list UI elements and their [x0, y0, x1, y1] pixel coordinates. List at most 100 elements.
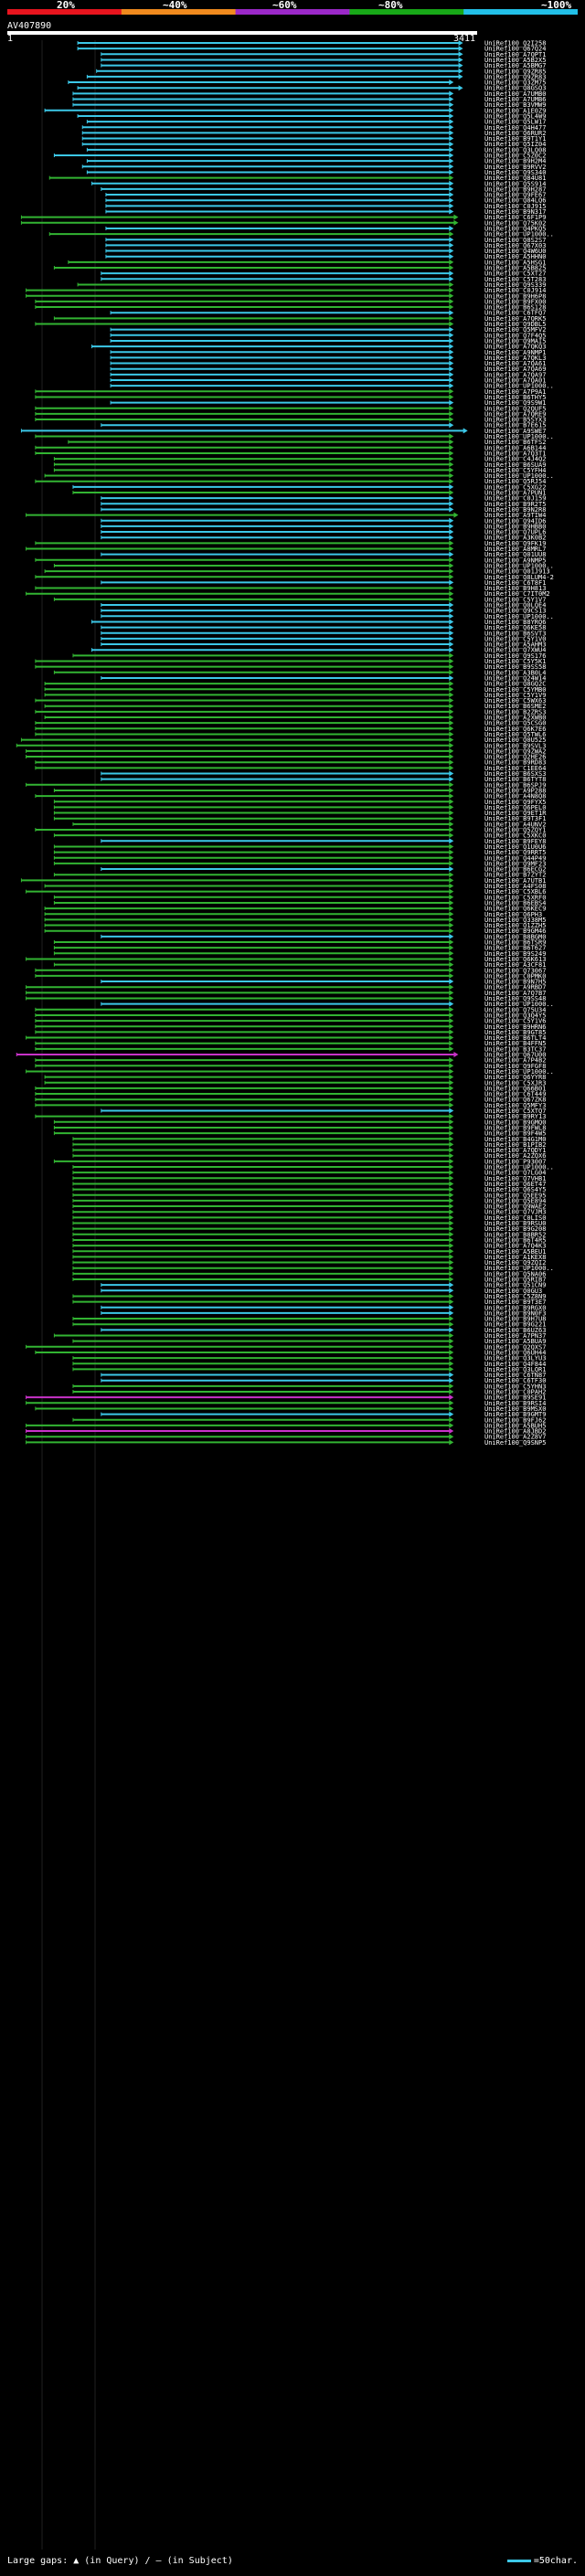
- hit-row[interactable]: UniRef100_Q9SNP5: [26, 1439, 547, 1447]
- hit-row[interactable]: UniRef100_Q5MFV2: [110, 326, 546, 334]
- hit-row[interactable]: UniRef100_UP1000..: [110, 383, 554, 390]
- hit-label[interactable]: UniRef100_A7QKL3: [484, 355, 546, 362]
- hit-row[interactable]: UniRef100_A7P4B2: [35, 1057, 547, 1065]
- hit-row[interactable]: UniRef100_B9H2M4: [86, 158, 546, 165]
- hit-row[interactable]: UniRef100_B9HBB0: [101, 523, 547, 530]
- hit-label[interactable]: UniRef100_B9T3F1: [484, 815, 546, 822]
- hit-row[interactable]: UniRef100_C5YHN3: [72, 1383, 546, 1390]
- hit-label[interactable]: UniRef100_C0PAH2: [484, 1389, 546, 1396]
- hit-row[interactable]: UniRef100_Q5L4W9: [77, 112, 546, 120]
- hit-label[interactable]: UniRef100_A5AHM3: [484, 641, 546, 649]
- hit-label[interactable]: UniRef100_A3CF81: [484, 961, 546, 969]
- hit-label[interactable]: UniRef100_B9FX00: [484, 298, 546, 305]
- hit-label[interactable]: UniRef100_UP1000..: [484, 472, 554, 480]
- hit-row[interactable]: UniRef100_B6TLT4: [26, 1034, 547, 1042]
- hit-label[interactable]: UniRef100_A7QRK5: [484, 315, 546, 323]
- hit-row[interactable]: UniRef100_A5BEU1: [72, 1248, 546, 1256]
- hit-row[interactable]: UniRef100_Q5TWL6: [35, 731, 547, 738]
- hit-row[interactable]: UniRef100_A5BMG7: [101, 62, 547, 69]
- hit-row[interactable]: UniRef100_A7Q4K3: [72, 1243, 546, 1250]
- hit-row[interactable]: UniRef100_C5XRF0: [53, 894, 546, 901]
- hit-label[interactable]: UniRef100_Q5MFV2: [484, 326, 546, 334]
- hit-row[interactable]: UniRef100_B9SE91: [26, 1394, 547, 1402]
- hit-row[interactable]: UniRef100_B9SS58: [35, 663, 547, 671]
- hit-row[interactable]: UniRef100_Q6YYR8: [44, 1074, 546, 1081]
- hit-row[interactable]: UniRef100_Q9MF23: [53, 860, 546, 867]
- hit-label[interactable]: UniRef100_B9N2R8: [484, 506, 546, 514]
- hit-label[interactable]: UniRef100_Q7XWU4: [484, 647, 546, 654]
- hit-label[interactable]: UniRef100_Q5CSG0: [484, 720, 546, 727]
- hit-label[interactable]: UniRef100_Q6S4Y5: [484, 1186, 546, 1193]
- hit-label[interactable]: UniRef100_Q338M5: [484, 917, 546, 924]
- hit-label[interactable]: UniRef100_Q9FGF8: [484, 1063, 546, 1070]
- hit-row[interactable]: UniRef100_A3K0B2: [101, 535, 547, 542]
- hit-row[interactable]: UniRef100_UP1000..: [44, 472, 554, 480]
- hit-row[interactable]: UniRef100_Q3ZM75: [68, 80, 547, 87]
- hit-label[interactable]: UniRef100_UP1000..: [484, 1265, 554, 1272]
- hit-label[interactable]: UniRef100_A7Q3T1: [484, 450, 546, 457]
- hit-row[interactable]: UniRef100_C5YFH4: [53, 467, 546, 474]
- hit-label[interactable]: UniRef100_Q6K613: [484, 956, 546, 963]
- hit-row[interactable]: UniRef100_B3TC37: [35, 1045, 547, 1053]
- hit-label[interactable]: UniRef100_C5Y1V9: [484, 692, 546, 699]
- hit-label[interactable]: UniRef100_B9MSX0: [484, 1405, 546, 1413]
- hit-label[interactable]: UniRef100_Q3ZM75: [484, 80, 546, 87]
- hit-row[interactable]: UniRef100_A7P9A1: [35, 388, 547, 396]
- hit-label[interactable]: UniRef100_Q6KEC9: [484, 906, 546, 913]
- hit-label[interactable]: UniRef100_Q8S2S7: [484, 237, 546, 244]
- hit-label[interactable]: UniRef100_Q8LUM4-2: [484, 574, 554, 581]
- hit-row[interactable]: UniRef100_Q9ET1R: [53, 810, 547, 817]
- hit-row[interactable]: UniRef100_B4G1M0: [72, 1136, 546, 1143]
- hit-label[interactable]: UniRef100_A7Q7B7: [484, 990, 546, 997]
- hit-label[interactable]: UniRef100_UP1000..: [484, 613, 554, 620]
- hit-row[interactable]: UniRef100_A7QKL3: [110, 355, 546, 362]
- hit-row[interactable]: UniRef100_Q67ZK8: [35, 1097, 547, 1104]
- hit-row[interactable]: UniRef100_Q8GSQ3: [77, 85, 546, 92]
- hit-row[interactable]: UniRef100_Q1U0U6: [53, 843, 546, 851]
- hit-label[interactable]: UniRef100_A7P9A1: [484, 388, 546, 396]
- hit-row[interactable]: UniRef100_B6T627: [53, 945, 546, 952]
- hit-row[interactable]: UniRef100_B6UZ63: [101, 1327, 547, 1334]
- hit-label[interactable]: UniRef100_A5HSG1: [484, 259, 546, 266]
- hit-row[interactable]: UniRef100_A7QKQ3: [91, 344, 547, 351]
- hit-label[interactable]: UniRef100_Q6K7E6: [484, 726, 546, 733]
- hit-row[interactable]: UniRef100_Q73067: [35, 967, 547, 974]
- hit-row[interactable]: UniRef100_Q7VHB1: [72, 1175, 546, 1182]
- hit-row[interactable]: UniRef100_B9FWL8: [53, 1124, 546, 1131]
- hit-label[interactable]: UniRef100_C5Z0C2: [484, 153, 546, 160]
- hit-row[interactable]: UniRef100_Q9WAE2: [72, 1203, 546, 1211]
- hit-label[interactable]: UniRef100_A5B2X5: [484, 57, 546, 64]
- hit-row[interactable]: UniRef100_UP1000..: [53, 562, 554, 569]
- hit-row[interactable]: UniRef100_Q9S176: [72, 652, 546, 660]
- hit-row[interactable]: UniRef100_C5Y5K1: [35, 658, 547, 665]
- hit-label[interactable]: UniRef100_C5Z8N9: [484, 1293, 546, 1300]
- hit-row[interactable]: UniRef100_Q5LW17: [86, 119, 546, 126]
- hit-label[interactable]: UniRef100_Q94ID6: [484, 517, 546, 525]
- hit-row[interactable]: UniRef100_B6SPJ9: [26, 781, 547, 789]
- hit-row[interactable]: UniRef100_C5Y1V6: [35, 1018, 547, 1025]
- hit-row[interactable]: UniRef100_Q84LQ6: [105, 197, 546, 205]
- hit-row[interactable]: UniRef100_B9RY13: [35, 1113, 547, 1120]
- hit-row[interactable]: UniRef100_UP1000..: [72, 1164, 554, 1171]
- hit-row[interactable]: UniRef100_UP1000..: [101, 613, 554, 620]
- hit-row[interactable]: UniRef100_A3CF81: [53, 961, 546, 969]
- hit-label[interactable]: UniRef100_A6B144: [484, 444, 546, 451]
- hit-label[interactable]: UniRef100_B6T4R5: [484, 1236, 546, 1244]
- hit-row[interactable]: UniRef100_Q7LG04: [72, 1170, 546, 1177]
- hit-label[interactable]: UniRef100_B6SPJ9: [484, 781, 546, 789]
- hit-row[interactable]: UniRef100_B9RVV2: [81, 164, 546, 171]
- hit-label[interactable]: UniRef100_B6UZ63: [484, 1327, 546, 1334]
- hit-label[interactable]: UniRef100_B9HRN6: [484, 1023, 546, 1031]
- hit-row[interactable]: UniRef100_C5Z8N9: [72, 1293, 546, 1300]
- hit-label[interactable]: UniRef100_C5XBL6: [484, 888, 546, 896]
- hit-label[interactable]: UniRef100_UP1000..: [484, 383, 554, 390]
- hit-label[interactable]: UniRef100_Q1ZZH5: [484, 922, 546, 929]
- hit-label[interactable]: UniRef100_A7UMB6: [484, 96, 546, 103]
- hit-label[interactable]: UniRef100_Q4F844: [484, 1361, 546, 1368]
- hit-label[interactable]: UniRef100_Q0GU3: [484, 1288, 542, 1295]
- hit-label[interactable]: UniRef100_Q3LQ08: [484, 146, 546, 154]
- hit-row[interactable]: UniRef100_Q9MAI5: [110, 337, 546, 345]
- hit-row[interactable]: UniRef100_B9RD83: [35, 759, 547, 767]
- hit-label[interactable]: UniRef100_Q67X03: [484, 242, 546, 249]
- hit-row[interactable]: UniRef100_B9N317: [105, 208, 546, 216]
